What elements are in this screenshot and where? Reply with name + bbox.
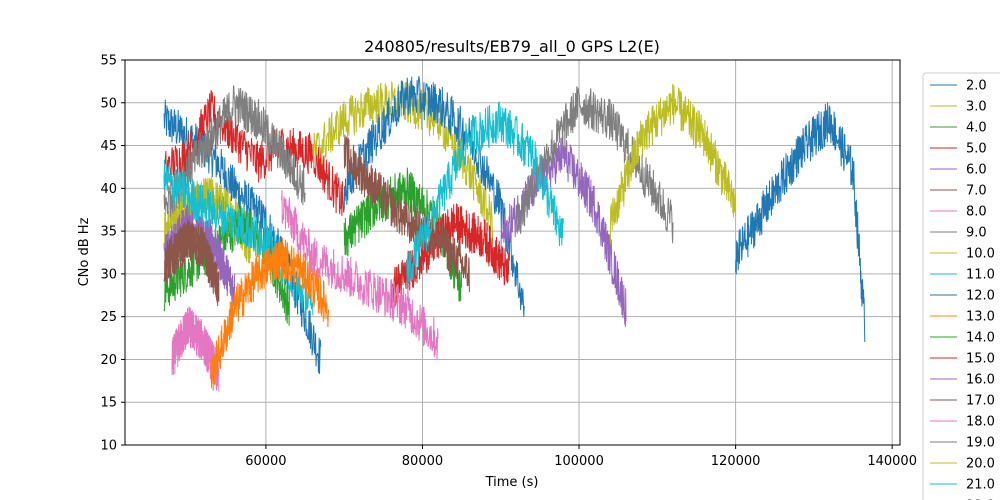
x-tick-label: 140000 [867,454,917,469]
y-tick-label: 45 [100,139,117,154]
x-tick-label: 60000 [245,454,286,469]
legend-entry: 17.0 [966,394,995,409]
y-tick-label: 55 [100,54,117,69]
x-tick-label: 80000 [402,454,443,469]
legend-entry: 9.0 [966,226,987,241]
y-tick-label: 10 [100,439,117,454]
legend-entry: 14.0 [966,331,995,346]
legend-entry: 7.0 [966,184,987,199]
legend-entry: 18.0 [966,415,995,430]
legend-entry: 20.0 [966,457,995,472]
series-line-8.0 [171,306,220,392]
legend-entry: 2.0 [966,79,987,94]
y-tick-label: 50 [100,96,117,111]
y-axis-label: CNo dB Hz [77,217,92,286]
plot-area [125,60,900,445]
y-tick-label: 25 [100,310,117,325]
legend: 2.0 3.0 4.0 5.0 6.0 7.0 8.0 9.0 10.0 11.0 12.0 13.0… [922,72,1000,500]
legend-box [922,72,1000,500]
y-tick-label: 15 [100,396,117,411]
y-tick-label: 30 [100,267,117,282]
series-line-12.0 [343,76,525,318]
legend-entry: 12.0 [966,289,995,304]
legend-entry: 15.0 [966,352,995,367]
series-line-16.0 [500,136,627,328]
series-line-7.0 [163,218,220,307]
y-tick-label: 35 [100,225,117,240]
series-line-21.0 [406,101,564,284]
legend-entry: 10.0 [966,247,995,262]
legend-entry: 22.0 [966,499,995,500]
series-line-9.0 [163,85,306,218]
series-line-17.0 [343,134,470,293]
series-line-19.0 [515,86,674,244]
legend-entry: 6.0 [966,163,987,178]
x-tick-label: 100000 [554,454,604,469]
legend-entry: 11.0 [966,268,995,283]
x-tick-label: 120000 [711,454,761,469]
x-axis: 60000 80000 100000 120000 140000 [245,445,917,469]
legend-entry: 3.0 [966,100,987,115]
series-line-20.0 [609,83,737,244]
legend-entry: 19.0 [966,436,995,451]
plot-frame [124,59,901,446]
legend-entry: 5.0 [966,142,987,157]
legend-entry: 13.0 [966,310,995,325]
x-axis-label: Time (s) [485,475,539,490]
plot-series-group [163,76,866,392]
legend-entry: 8.0 [966,205,987,220]
legend-entry: 21.0 [966,478,995,493]
series-line-15.0 [390,203,510,309]
series-line-3.0 [163,176,251,264]
chart-title: 240805/results/EB79_all_0 GPS L2(E) [364,37,660,57]
series-line-13.0 [210,238,329,391]
series-line-22.0 [735,102,866,343]
y-tick-label: 40 [100,182,117,197]
legend-entry: 4.0 [966,121,987,136]
y-axis: 10 15 20 25 30 35 40 45 50 55 [100,54,125,454]
series-line-18.0 [281,189,439,360]
y-tick-label: 20 [100,353,117,368]
legend-entry: 16.0 [966,373,995,388]
